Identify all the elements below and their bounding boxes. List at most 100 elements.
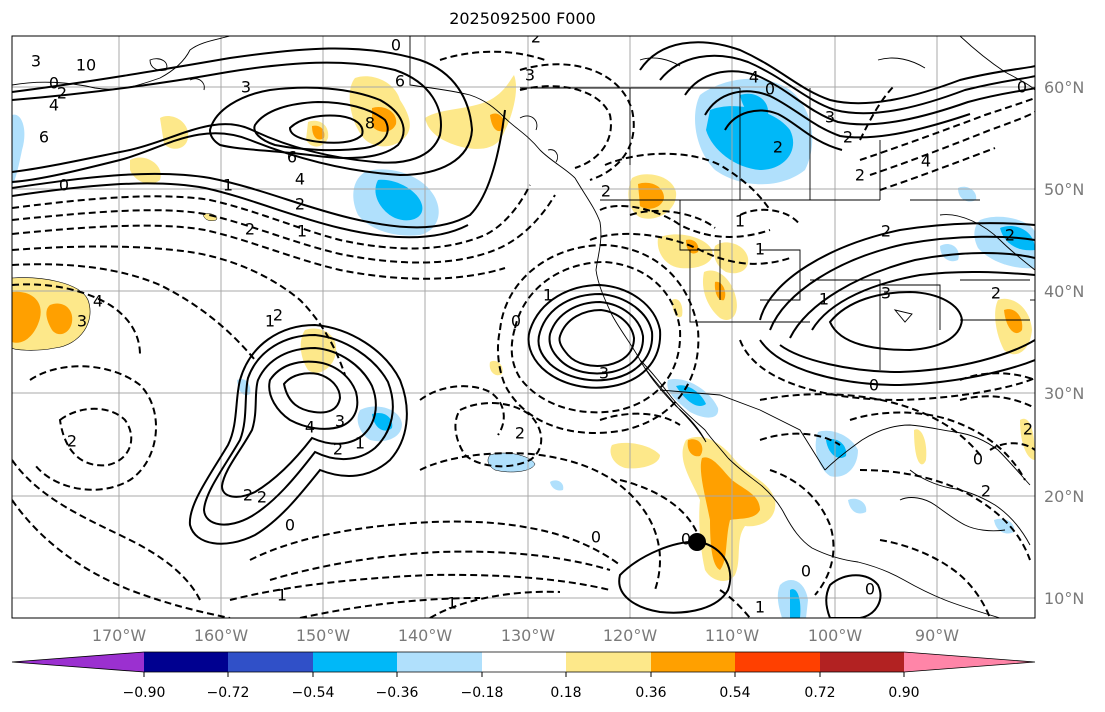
contour-label: 1 [755,598,765,617]
plot-frame [11,35,1036,619]
latitude-axis: 60°N 50°N 40°N 30°N 20°N 10°N [1044,78,1084,608]
storm-center-dot [688,533,706,551]
lat-label: 40°N [1044,282,1084,301]
contour-label: 0 [1017,78,1027,97]
contour-label: 1 [223,176,233,195]
contour-label: 2 [531,28,541,47]
colorbar-extend-high [904,652,1035,672]
colorbar-extend-low [12,652,144,672]
longitude-axis: 170°W 160°W 150°W 140°W 130°W 120°W 110°… [92,626,959,645]
contour-label: 2 [333,440,343,459]
contour-label: 2 [273,306,283,325]
lon-label: 110°W [705,626,760,645]
colorbar-segment [566,652,651,672]
contour-label: 2 [773,138,783,157]
contour-label: 3 [77,312,87,331]
lon-label: 130°W [501,626,556,645]
contour-label: 4 [921,152,931,171]
colorbar-tick-label: 0.36 [635,685,666,701]
lat-label: 30°N [1044,384,1084,403]
contour-label: 3 [525,66,535,85]
contour-label: 1 [277,586,287,605]
contour-label: 10 [76,56,96,75]
lat-label: 50°N [1044,180,1084,199]
contour-label: 0 [591,528,601,547]
contour-label: 3 [881,284,891,303]
contour-label: 1 [265,312,275,331]
colorbar: −0.90 −0.72 −0.54 −0.36 −0.18 0.18 0.36 … [11,651,1036,701]
contour-label: 4 [305,418,315,437]
contour-label: 2 [295,195,305,214]
contour-label: 0 [511,312,521,331]
contour-label: 1 [543,286,553,305]
contour-label: 2 [843,128,853,147]
contour-label: 0 [865,580,875,599]
contour-label: 2 [881,222,891,241]
contour-label: 1 [755,240,765,259]
contour-label: 1 [355,434,365,453]
contour-label: 2 [515,424,525,443]
colorbar-segment [228,652,313,672]
contour-label: 0 [801,562,811,581]
colorbar-segment [313,652,397,672]
lat-label: 20°N [1044,487,1084,506]
contour-label: 0 [285,516,295,535]
contour-label: 2 [257,488,267,507]
lat-label: 10°N [1044,589,1084,608]
colorbar-segment [397,652,482,672]
colorbar-tick-label: 0.54 [719,685,750,701]
colorbar-tick-label: −0.90 [123,685,166,701]
contour-label: 1 [447,594,457,613]
contour-label: 0 [59,176,69,195]
colorbar-tick-label: −0.36 [376,685,419,701]
contour-label: 2 [1023,420,1033,439]
colorbar-tick-label: 0.18 [550,685,581,701]
contour-label: 1 [297,222,307,241]
colorbar-tick-label: 0.72 [804,685,835,701]
lat-label: 60°N [1044,78,1084,97]
colorbar-tick-label: −0.54 [292,685,335,701]
contour-label: 2 [855,166,865,185]
map-title: 2025092500 F000 [449,9,596,28]
colorbar-tick-label: −0.18 [461,685,504,701]
contour-label: 6 [287,148,297,167]
contour-label: 2 [245,220,255,239]
colorbar-segment [144,652,228,672]
colorbar-segment [651,652,735,672]
contour-label: 3 [335,412,345,431]
colorbar-segment [820,652,904,672]
contour-label: 1 [735,212,745,231]
lon-label: 100°W [808,626,863,645]
lon-label: 160°W [194,626,249,645]
contour-label: 6 [395,72,405,91]
contours [12,41,1035,618]
plot-area: 3 10 0 2 4 6 3 6 8 6 4 2 1 2 1 0 1 2 4 3… [12,28,1035,618]
contour-label: 0 [49,74,59,93]
coastlines [12,36,1035,618]
contour-label: 3 [599,364,609,383]
colorbar-tick-label: −0.72 [207,685,250,701]
lon-label: 140°W [398,626,453,645]
contour-label: 0 [681,530,691,549]
contour-label: 2 [67,432,77,451]
contour-label: 2 [991,284,1001,303]
lon-label: 150°W [296,626,351,645]
contour-label: 2 [243,486,253,505]
contour-label: 2 [601,182,611,201]
contour-label: 4 [295,170,305,189]
contour-labels: 3 10 0 2 4 6 3 6 8 6 4 2 1 2 1 0 1 2 4 3… [31,28,1033,617]
contour-label: 4 [49,96,59,115]
contour-label: 3 [825,108,835,127]
colorbar-segment [482,652,566,672]
contour-label: 4 [93,292,103,311]
contour-label: 3 [241,78,251,97]
contour-label: 4 [749,68,759,87]
contour-label: 8 [365,114,375,133]
lon-label: 120°W [603,626,658,645]
contour-label: 0 [869,376,879,395]
contour-label: 6 [39,128,49,147]
contour-label: 2 [57,84,67,103]
contour-label: 2 [981,482,991,501]
contour-label: 0 [973,450,983,469]
